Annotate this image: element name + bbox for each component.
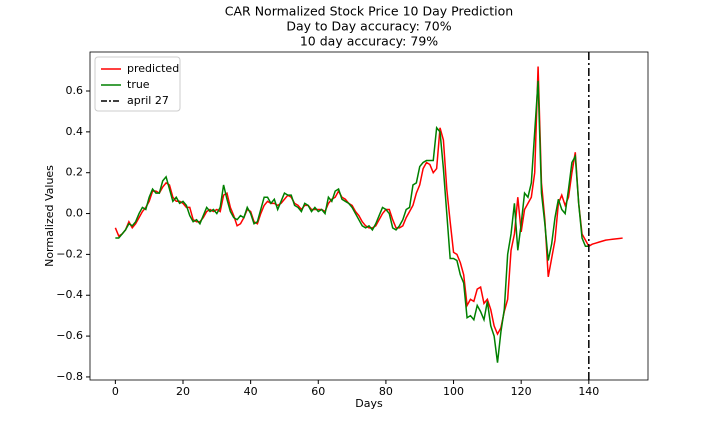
chart-title: CAR Normalized Stock Price 10 Day Predic…	[225, 4, 513, 19]
x-tick-label: 0	[112, 385, 119, 398]
chart-subtitle: 10 day accuracy: 79%	[300, 34, 438, 49]
legend-label: true	[127, 78, 150, 91]
y-tick-label: −0.6	[56, 329, 83, 342]
x-tick-label: 100	[443, 385, 464, 398]
x-tick-label: 40	[244, 385, 258, 398]
x-tick-label: 60	[311, 385, 325, 398]
y-tick-label: 0.6	[66, 84, 84, 97]
y-tick-label: −0.8	[56, 370, 83, 383]
x-tick-label: 80	[379, 385, 393, 398]
chart-subtitle: Day to Day accuracy: 70%	[286, 19, 451, 34]
y-tick-label: 0.2	[66, 166, 84, 179]
plot-frame	[89, 51, 649, 381]
y-tick-label: −0.2	[56, 247, 83, 260]
series-line	[115, 80, 589, 363]
x-tick-label: 140	[578, 385, 599, 398]
legend-box	[94, 56, 181, 112]
series-line	[114, 66, 623, 336]
legend-label: predicted	[127, 62, 179, 75]
legend-label: april 27	[127, 94, 169, 107]
y-tick-label: 0.4	[66, 125, 84, 138]
x-tick-label: 120	[511, 385, 532, 398]
y-axis-label: Normalized Values	[43, 165, 56, 267]
x-axis-label: Days	[355, 397, 383, 410]
y-tick-label: −0.4	[56, 288, 83, 301]
y-tick-label: 0.0	[66, 207, 84, 220]
x-tick-label: 20	[176, 385, 190, 398]
